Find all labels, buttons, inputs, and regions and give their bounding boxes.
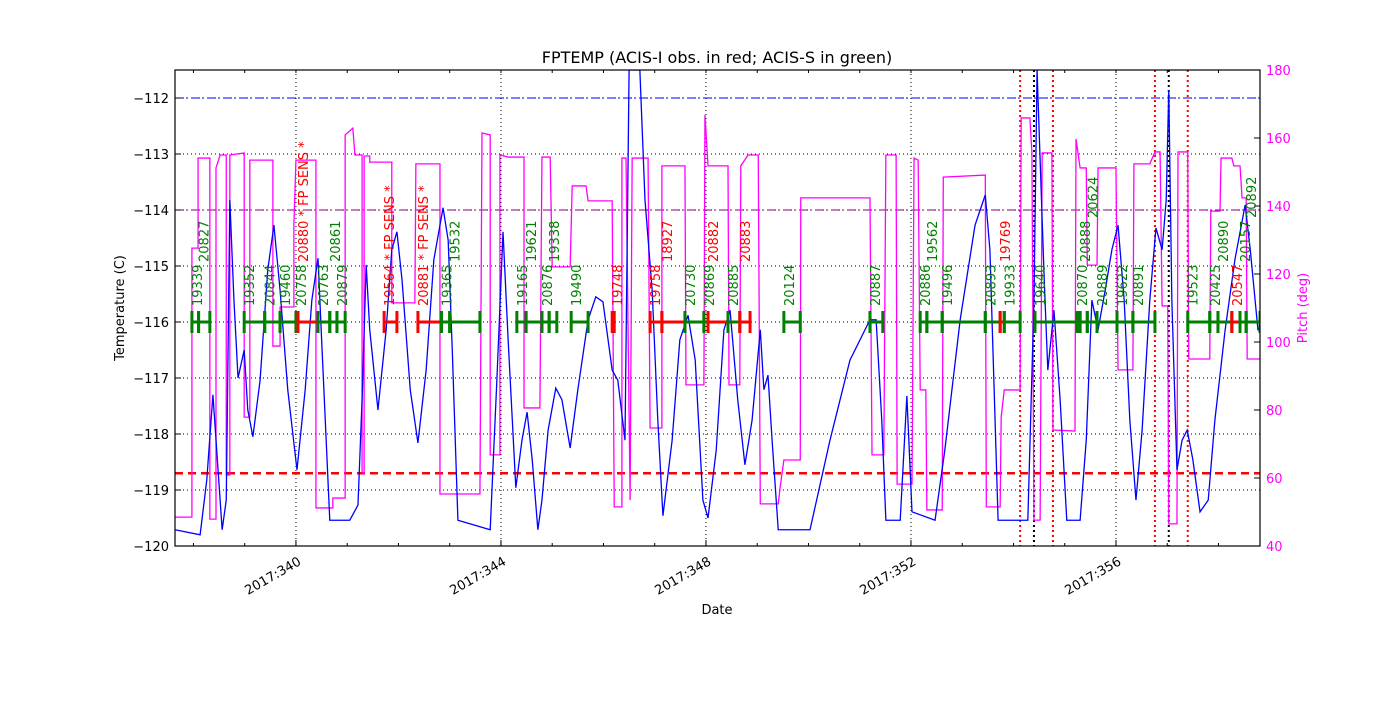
obs-label: 20876	[541, 265, 556, 306]
y2-tick-label: 140	[1266, 200, 1291, 215]
y2-tick-label: 180	[1266, 64, 1291, 79]
y2-tick-label: 120	[1266, 268, 1291, 283]
obs-label: 19338	[548, 221, 563, 262]
obs-label: 20827	[198, 221, 213, 262]
obs-label: 20624	[1086, 177, 1101, 218]
obs-label: 19352	[243, 265, 258, 306]
obs-label: 20882	[707, 221, 722, 262]
y2-axis-label: Pitch (deg)	[1296, 273, 1311, 343]
obs-label: 19339	[191, 265, 206, 306]
obs-label: 19769	[999, 221, 1014, 262]
obs-label: 20885	[727, 265, 742, 306]
obs-label: 20892	[1245, 177, 1260, 218]
x-tick-label: 2017:344	[448, 554, 509, 598]
obs-label: 18927	[661, 221, 676, 262]
obs-label: 20730	[684, 265, 699, 306]
obs-label: 20844	[264, 265, 279, 306]
obs-label: 20861	[329, 221, 344, 262]
y2-tick-label: 40	[1266, 540, 1283, 555]
obs-label: 20547	[1231, 265, 1246, 306]
obs-label: 19640	[1034, 265, 1049, 306]
y-tick-label: −117	[133, 372, 169, 387]
obs-label: 19621	[525, 221, 540, 262]
x-tick-label: 2017:352	[858, 554, 919, 598]
y-tick-label: −116	[133, 316, 169, 331]
obs-label: 20891	[1132, 265, 1147, 306]
obs-label: 20893	[984, 265, 999, 306]
obs-label: 19758	[649, 265, 664, 306]
obs-label: 19622	[1116, 265, 1131, 306]
obs-label: 19564 * FP SENS *	[383, 185, 398, 306]
x-axis-label: Date	[701, 603, 732, 618]
obs-label: 19496	[941, 265, 956, 306]
chart-title: FPTEMP (ACIS-I obs. in red; ACIS-S in gr…	[542, 48, 892, 67]
obs-label: 19532	[449, 221, 464, 262]
obs-label: 19490	[570, 265, 585, 306]
obs-label: 20124	[783, 265, 798, 306]
obs-label: 20157	[1239, 221, 1254, 262]
plot-frame	[174, 69, 1261, 547]
y2-tick-label: 80	[1266, 404, 1283, 419]
y2-tick-label: 160	[1266, 132, 1291, 147]
y-tick-label: −119	[133, 484, 169, 499]
y-tick-label: −118	[133, 428, 169, 443]
y-tick-label: −113	[133, 148, 169, 163]
obs-label: 20758	[295, 265, 310, 306]
x-tick-label: 2017:348	[653, 554, 714, 598]
obs-label: 20883	[739, 221, 754, 262]
obs-label: 20869	[703, 265, 718, 306]
y-axis-label: Temperature (C)	[113, 255, 128, 362]
obs-label: 19748	[611, 265, 626, 306]
obs-label: 19460	[279, 265, 294, 306]
obs-label: 20881 * FP SENS *	[417, 185, 432, 306]
obs-label: 19933	[1003, 265, 1018, 306]
obs-label: 20425	[1209, 265, 1224, 306]
x-tick-label: 2017:340	[243, 554, 304, 598]
y2-tick-label: 60	[1266, 472, 1283, 487]
y-tick-label: −115	[133, 260, 169, 275]
plot-area	[175, 70, 1260, 546]
obs-label: 20889	[1096, 265, 1111, 306]
x-tick-label: 2017:356	[1063, 554, 1124, 598]
obs-label: 19523	[1187, 265, 1202, 306]
pitch-line	[175, 114, 1260, 525]
y2-tick-label: 100	[1266, 336, 1291, 351]
y-tick-label: −114	[133, 204, 169, 219]
obs-label: 19165	[516, 265, 531, 306]
obs-label: 20887	[869, 265, 884, 306]
obs-label: 20888	[1079, 221, 1094, 262]
obs-label: 19562	[926, 221, 941, 262]
obs-label: 20763	[317, 265, 332, 306]
obs-label-layer: 19339 20827 19352 20844 19460 20758 20880 * FP…	[191, 141, 1260, 306]
obs-label: 20886	[919, 265, 934, 306]
y-tick-label: −120	[133, 540, 169, 555]
y-tick-label: −112	[133, 92, 169, 107]
obs-label: 20890	[1217, 221, 1232, 262]
obs-label: 19365	[441, 265, 456, 306]
obs-label: 20879	[336, 265, 351, 306]
obs-label: 20880 * FP SENS *	[297, 141, 312, 262]
obs-label: 20870	[1076, 265, 1091, 306]
